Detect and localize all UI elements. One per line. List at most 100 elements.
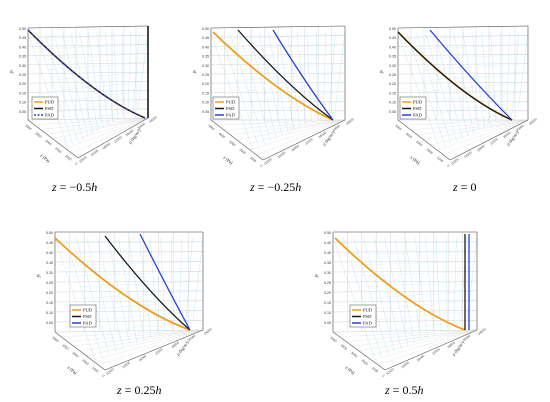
grid: [332, 231, 478, 371]
mesh-line: [89, 300, 204, 310]
chart-svg: 0.50 0.45 0.40 0.35 0.30 0.25 0.20 0.15 0.10 0.05…: [37, 231, 213, 378]
y-tick-label: 0.15: [202, 91, 209, 95]
mesh-line: [239, 33, 271, 142]
mesh-line: [42, 53, 149, 60]
mesh-line: [69, 261, 204, 266]
chart-svg: 0.50 0.45 0.40 0.35 0.30 0.25 0.20 0.15 0.10 0.05…: [10, 25, 158, 166]
x-tick-label: 2000: [361, 358, 369, 366]
y-tick-label: 0.20: [46, 291, 53, 295]
depth-tick-label: 30000: [136, 122, 146, 131]
depth-tick-label: 10000: [450, 157, 460, 166]
mesh-line: [373, 237, 402, 349]
mesh-line: [328, 32, 336, 113]
legend-label-pud: PUD: [83, 308, 93, 313]
depth-tick-label: 14000: [121, 360, 131, 369]
mesh-line: [257, 110, 346, 124]
y-tick-label: 0.40: [46, 251, 53, 255]
mesh-line: [404, 237, 422, 341]
chart-panel-z-0: 0.50 0.45 0.40 0.35 0.30 0.25 0.20 0.15 0.10 0.05…: [370, 0, 550, 200]
mesh-line: [415, 237, 428, 338]
legend-label-psd: PSD: [45, 106, 54, 111]
mesh-line: [353, 237, 389, 355]
mesh-line: [185, 237, 193, 323]
caption-h: h: [295, 180, 302, 194]
x-tick-label: 2000: [54, 146, 62, 154]
legend-label-pud: PUD: [45, 100, 55, 105]
mesh-line: [149, 237, 159, 335]
y-tick-label: 0.15: [19, 91, 26, 95]
axis-box: [397, 25, 529, 161]
caption-h: h: [91, 180, 98, 194]
gridline: [71, 117, 149, 154]
axis-edge: [397, 119, 451, 161]
mesh-line: [75, 237, 110, 355]
x-tick-label: 2000: [426, 148, 434, 156]
depth-tick-label: 18000: [101, 142, 111, 151]
y-tick-label: 0.35: [19, 55, 26, 59]
depth-tick-label: 14000: [90, 148, 100, 157]
mesh-line: [36, 33, 74, 146]
caption-value: = −0.25: [254, 180, 296, 194]
mesh-line: [54, 237, 96, 361]
caption-value: = 0.5: [389, 383, 418, 397]
gridline: [92, 329, 204, 361]
gridline: [79, 329, 204, 352]
x-tick-label: 4000: [340, 343, 348, 351]
depth-tick-label: 30000: [462, 334, 472, 343]
mesh-line: [86, 237, 117, 352]
mesh-line: [453, 237, 457, 326]
mesh-line: [423, 72, 529, 81]
mesh-line: [338, 241, 478, 244]
gridline: [98, 329, 204, 366]
gridline: [65, 117, 149, 149]
surface-mesh: [332, 231, 478, 361]
mesh-line: [192, 237, 204, 321]
legend-label-psd: PSD: [363, 314, 372, 319]
mesh-line: [262, 119, 346, 134]
depth-tick-label: 14000: [463, 150, 473, 159]
axis-edge: [332, 331, 386, 371]
mesh-line: [72, 108, 149, 122]
mesh-line: [137, 31, 149, 109]
y-ticks: 0.50 0.45 0.40 0.35 0.30 0.25 0.20 0.15 0.10 0.05: [389, 27, 396, 114]
chart-panel-z-0-25h: 0.50 0.45 0.40 0.35 0.30 0.25 0.20 0.15 0.10 0.05…: [35, 210, 225, 402]
x-tick-label: 5000: [24, 124, 32, 132]
y-tick-label: 0.35: [46, 261, 53, 265]
depth-tick-label: 26000: [125, 128, 135, 137]
mesh-line: [434, 91, 529, 103]
x-tick-label: 0: [381, 374, 385, 378]
x-tick-label: 1000: [436, 156, 444, 164]
mesh-line: [306, 32, 312, 122]
mesh-line: [394, 237, 415, 343]
mesh-line: [47, 62, 149, 70]
x-tick-label: 5000: [207, 124, 215, 132]
gridline: [332, 329, 478, 333]
depth-tick-label: 10000: [263, 157, 273, 166]
gridline: [46, 117, 149, 135]
series-line-pud: [54, 237, 191, 331]
depth-tick-label: 26000: [502, 130, 512, 139]
legend-label-pad: PAD: [45, 113, 54, 118]
mesh-line: [67, 99, 149, 112]
y-ticks: 0.50 0.45 0.40 0.35 0.30 0.25 0.20 0.15 0.10 0.05: [19, 27, 26, 114]
mesh-line: [453, 33, 474, 133]
legend-label-pud: PUD: [226, 100, 236, 105]
mesh-line: [444, 110, 529, 124]
legend-label-pad: PAD: [226, 113, 235, 118]
depth-tick-label: 30000: [187, 334, 197, 343]
mesh-line: [316, 32, 318, 119]
gridline: [210, 91, 346, 93]
x-axis-label: z (Pa): [344, 365, 356, 376]
depth-tick-label: 34000: [477, 327, 487, 336]
mesh-line: [403, 35, 529, 39]
x-axis-label: z (Pa): [66, 365, 78, 376]
depth-tick-label: 18000: [476, 144, 486, 153]
y-tick-label: 0.35: [324, 261, 331, 265]
mesh-line: [220, 33, 260, 148]
axis-edge: [77, 117, 149, 159]
gridline: [423, 119, 529, 141]
